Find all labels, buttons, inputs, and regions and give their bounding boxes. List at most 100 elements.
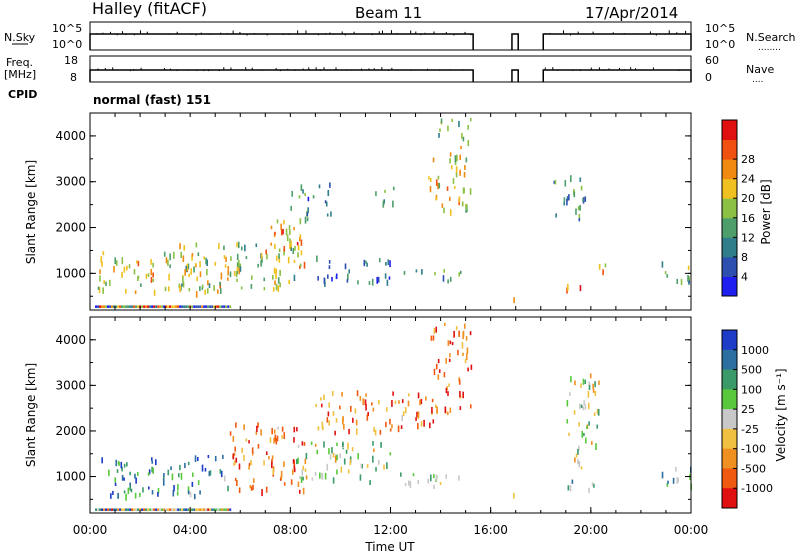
echo-cell — [120, 461, 123, 469]
echo-cell — [595, 443, 597, 451]
echo-cell — [235, 422, 237, 428]
echo-cell — [147, 472, 150, 476]
echo-cell — [314, 471, 317, 476]
echo-cell — [256, 425, 258, 433]
echo-cell — [441, 203, 444, 208]
echo-cell — [257, 422, 259, 428]
echo-cell — [136, 260, 138, 264]
echo-cell — [271, 455, 274, 460]
echo-cell — [283, 248, 285, 256]
echo-cell — [142, 487, 144, 493]
echo-cell — [332, 411, 335, 416]
echo-cell — [192, 472, 194, 477]
echo-cell — [304, 458, 307, 465]
echo-cell — [248, 440, 250, 444]
echo-cell — [274, 280, 276, 286]
echo-cell — [179, 464, 181, 471]
colorbar-swatch — [722, 120, 737, 141]
echo-cell — [99, 275, 101, 282]
echo-cell — [287, 256, 290, 264]
echo-cell — [295, 459, 298, 465]
echo-cell — [305, 452, 308, 460]
echo-cell — [666, 483, 669, 487]
noise-ytick-top-right: 10^5 — [705, 22, 735, 35]
echo-cell — [201, 286, 204, 290]
echo-cell — [307, 196, 310, 202]
echo-cell — [470, 364, 473, 370]
echo-cell — [677, 477, 679, 483]
colorbar-swatch — [722, 448, 737, 469]
echo-cell — [133, 305, 136, 308]
echo-cell — [382, 200, 385, 206]
echo-cell — [661, 471, 664, 479]
echo-cell — [252, 478, 255, 483]
echo-cell — [349, 405, 352, 412]
echo-cell — [98, 286, 101, 293]
echo-cell — [280, 223, 282, 231]
echo-cell — [111, 305, 114, 308]
echo-cell — [137, 276, 139, 281]
echo-cell — [417, 411, 420, 418]
echo-cell — [141, 508, 144, 511]
echo-cell — [347, 273, 349, 281]
echo-cell — [130, 488, 133, 493]
echo-cell — [155, 305, 158, 308]
echo-cell — [223, 255, 226, 259]
echo-cell — [343, 458, 346, 465]
echo-cell — [221, 508, 224, 511]
echo-cell — [594, 381, 596, 388]
echo-cell — [240, 286, 243, 290]
echo-cell — [455, 326, 458, 331]
echo-cell — [169, 253, 171, 261]
echo-cell — [250, 460, 252, 465]
echo-cell — [153, 508, 156, 511]
echo-cell — [220, 470, 223, 478]
echo-cell — [207, 508, 210, 511]
echo-cell — [324, 472, 327, 480]
echo-cell — [328, 260, 331, 264]
echo-cell — [591, 482, 594, 486]
echo-cell — [176, 491, 179, 496]
y-tick-label: 3000 — [55, 175, 86, 189]
colorbar-swatch — [722, 369, 737, 390]
echo-cell — [420, 420, 423, 427]
echo-cell — [279, 282, 281, 288]
echo-cell — [461, 132, 463, 139]
echo-cell — [293, 227, 295, 231]
echo-cell — [300, 476, 303, 484]
echo-cell — [143, 508, 146, 511]
echo-cell — [359, 395, 362, 401]
echo-cell — [211, 508, 214, 511]
echo-cell — [464, 359, 467, 364]
echo-cell — [193, 305, 196, 308]
echo-cell — [131, 508, 134, 511]
echo-cell — [563, 201, 566, 206]
echo-cell — [215, 305, 218, 308]
echo-cell — [389, 260, 391, 268]
y-tick-label: 1000 — [55, 470, 86, 484]
freq-ytick-top: 18 — [64, 54, 78, 67]
echo-cell — [227, 277, 229, 281]
echo-cell — [109, 305, 112, 308]
echo-cell — [159, 305, 162, 308]
colorbar-tick-label: 25 — [741, 403, 755, 416]
echo-cell — [328, 402, 330, 408]
echo-cell — [403, 270, 406, 275]
colorbar-tick-label: -1000 — [741, 482, 773, 495]
echo-cell — [566, 198, 568, 206]
echo-cell — [129, 305, 132, 308]
echo-cell — [257, 263, 259, 268]
echo-cell — [571, 479, 574, 484]
echo-cell — [182, 276, 184, 283]
echo-cell — [429, 474, 432, 482]
echo-cell — [568, 194, 570, 201]
echo-cell — [206, 259, 208, 267]
echo-cell — [465, 336, 468, 341]
echo-cell — [302, 487, 305, 495]
echo-cell — [579, 205, 581, 211]
echo-cell — [380, 442, 382, 448]
echo-cell — [320, 403, 323, 408]
echo-cell — [421, 269, 423, 275]
echo-cell — [213, 285, 215, 291]
echo-cell — [95, 508, 98, 511]
